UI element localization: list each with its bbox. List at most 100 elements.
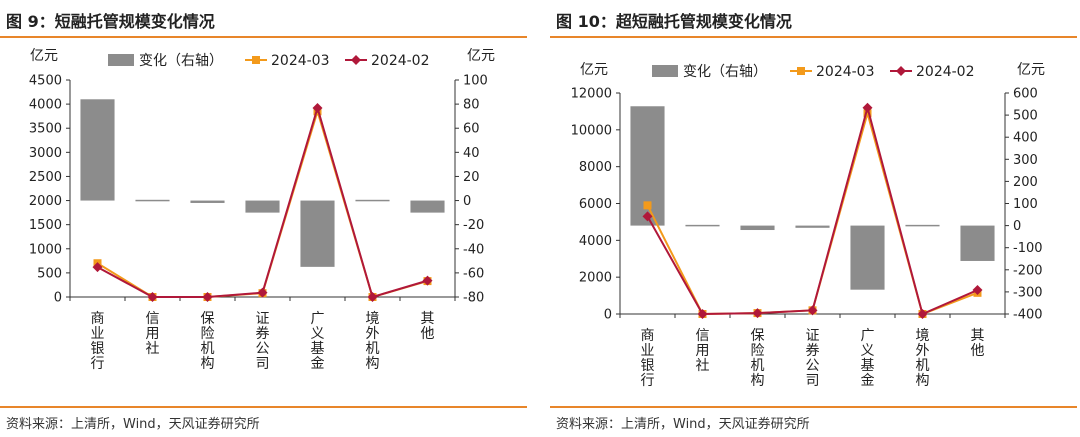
source-rule bbox=[0, 406, 527, 408]
category-label: 险 bbox=[201, 326, 215, 342]
right-tick-label: -60 bbox=[463, 266, 484, 281]
left-tick-label: 2000 bbox=[579, 271, 612, 286]
series-point-diamond bbox=[147, 292, 158, 302]
figure-title: 图 9：短融托管规模变化情况 bbox=[6, 12, 215, 31]
category-label: 构 bbox=[916, 373, 930, 389]
category-label: 社 bbox=[696, 358, 710, 374]
source-note: 资料来源：上清所，Wind，天风证券研究所 bbox=[6, 417, 260, 432]
left-axis-unit: 亿元 bbox=[30, 48, 58, 64]
series-point-diamond bbox=[312, 102, 323, 113]
legend-marker-square bbox=[797, 67, 805, 75]
change-bar bbox=[410, 200, 445, 213]
category-label: 保 bbox=[751, 328, 765, 344]
right-tick-label: 100 bbox=[463, 74, 488, 89]
series-point-diamond bbox=[807, 305, 818, 316]
series-point-diamond bbox=[862, 102, 873, 113]
legend-label: 变化（右轴） bbox=[683, 64, 767, 80]
right-tick-label: 500 bbox=[1013, 109, 1038, 124]
legend-label: 2024-02 bbox=[916, 64, 975, 80]
right-tick-label: 200 bbox=[1013, 175, 1038, 190]
category-label: 基 bbox=[311, 340, 325, 357]
category-label: 金 bbox=[311, 356, 325, 372]
short-term-financing-chart: 050010001500200025003000350040004500-80-… bbox=[29, 48, 495, 372]
category-label: 商 bbox=[91, 311, 105, 327]
title-rule bbox=[0, 36, 527, 38]
category-label: 信 bbox=[146, 311, 160, 327]
category-label: 社 bbox=[146, 341, 160, 357]
series-point-diamond bbox=[752, 308, 763, 319]
right-tick-label: 300 bbox=[1013, 153, 1038, 168]
left-tick-label: 8000 bbox=[579, 160, 612, 175]
series-line bbox=[646, 109, 978, 316]
right-axis-unit: 亿元 bbox=[467, 48, 495, 64]
series-point-diamond bbox=[92, 262, 103, 273]
category-label: 机 bbox=[751, 358, 765, 374]
source-rule bbox=[550, 406, 1077, 408]
right-tick-label: 0 bbox=[463, 194, 471, 209]
series-point-diamond bbox=[917, 309, 928, 319]
category-label: 券 bbox=[806, 343, 820, 359]
category-label: 广 bbox=[861, 328, 875, 344]
change-bar bbox=[355, 199, 390, 202]
right-axis-unit: 亿元 bbox=[1017, 62, 1045, 78]
series-point-square bbox=[643, 201, 652, 210]
series-line bbox=[646, 103, 978, 316]
category-label: 司 bbox=[256, 356, 270, 372]
legend-marker-diamond bbox=[351, 55, 361, 65]
category-label: 业 bbox=[641, 343, 655, 359]
left-tick-label: 4500 bbox=[29, 74, 62, 89]
change-bar bbox=[905, 224, 940, 227]
category-label: 公 bbox=[256, 341, 270, 357]
left-tick-label: 2000 bbox=[29, 194, 62, 209]
category-label: 基 bbox=[861, 357, 875, 374]
right-tick-label: 80 bbox=[463, 98, 480, 113]
category-label: 其 bbox=[421, 311, 435, 327]
change-bar bbox=[685, 224, 720, 227]
right-tick-label: -300 bbox=[1013, 285, 1043, 300]
category-label: 构 bbox=[201, 356, 215, 372]
series-point-diamond bbox=[972, 285, 983, 296]
right-tick-label: 20 bbox=[463, 170, 480, 185]
category-label: 业 bbox=[91, 326, 105, 342]
change-bar bbox=[960, 225, 995, 261]
left-tick-label: 0 bbox=[54, 291, 62, 306]
change-bar bbox=[190, 200, 225, 203]
series-point-diamond bbox=[257, 287, 268, 298]
left-tick-label: 3000 bbox=[29, 146, 62, 161]
legend-label: 变化（右轴） bbox=[139, 53, 223, 69]
figure-10-panel: 图 10：超短融托管规模变化情况 0 2000 4000 6000 8000 10000 1… bbox=[550, 0, 1080, 437]
category-label: 广 bbox=[311, 311, 325, 327]
change-bar bbox=[300, 200, 335, 267]
right-tick-label: 600 bbox=[1013, 87, 1038, 102]
category-label: 外 bbox=[366, 326, 380, 342]
category-label: 险 bbox=[751, 343, 765, 359]
category-label: 外 bbox=[916, 343, 930, 359]
category-label: 公 bbox=[806, 358, 820, 374]
series-point-diamond bbox=[642, 211, 653, 222]
super-short-term-financing-chart: 020004000600080001000012000-400-300-200-… bbox=[571, 62, 1045, 389]
category-label: 义 bbox=[311, 326, 325, 342]
left-tick-label: 4000 bbox=[579, 234, 612, 249]
category-label: 用 bbox=[146, 326, 160, 342]
right-tick-label: -80 bbox=[463, 291, 484, 306]
category-label: 银 bbox=[91, 341, 105, 357]
category-label: 机 bbox=[201, 341, 215, 357]
left-tick-label: 10000 bbox=[571, 123, 612, 138]
legend-label: 2024-03 bbox=[816, 64, 875, 80]
legend-swatch-bar bbox=[108, 54, 134, 66]
right-tick-label: 100 bbox=[1013, 197, 1038, 212]
right-tick-label: 60 bbox=[463, 122, 480, 137]
series-point-diamond bbox=[422, 275, 433, 286]
right-tick-label: 40 bbox=[463, 146, 480, 161]
source-note: 资料来源：上清所，Wind，天风证券研究所 bbox=[556, 417, 810, 432]
legend-swatch-bar bbox=[652, 65, 678, 77]
right-tick-label: -200 bbox=[1013, 263, 1043, 278]
category-label: 用 bbox=[696, 343, 710, 359]
change-bar bbox=[740, 225, 775, 231]
left-tick-label: 1000 bbox=[29, 242, 62, 257]
category-label: 他 bbox=[971, 343, 985, 359]
category-label: 机 bbox=[366, 341, 380, 357]
category-label: 证 bbox=[256, 311, 270, 327]
right-tick-label: -20 bbox=[463, 218, 484, 233]
category-label: 机 bbox=[916, 358, 930, 374]
